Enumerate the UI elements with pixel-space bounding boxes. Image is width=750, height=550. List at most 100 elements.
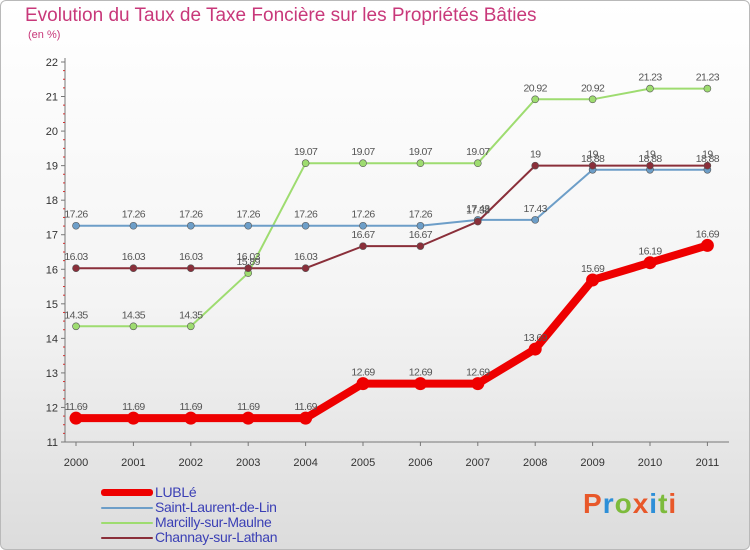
data-label: 17.38 — [466, 205, 490, 217]
y-tick-label: 15 — [46, 299, 58, 311]
x-tick-label: 2004 — [293, 457, 317, 469]
data-label: 21.23 — [696, 72, 720, 84]
x-tick-label: 2011 — [696, 457, 720, 469]
chart-title: Evolution du Taux de Taxe Foncière sur l… — [25, 5, 537, 26]
data-label: 19 — [530, 149, 541, 161]
data-point — [187, 322, 195, 331]
y-tick-label: 21 — [46, 92, 58, 104]
data-label: 11.69 — [237, 401, 260, 413]
data-point — [69, 411, 83, 425]
data-label: 14.35 — [179, 309, 203, 321]
data-label: 16.03 — [294, 251, 318, 263]
logo-letter: i — [649, 488, 659, 519]
legend-swatch — [101, 537, 153, 539]
y-tick-label: 22 — [46, 57, 58, 69]
legend-label: Marcilly-sur-Maulne — [155, 514, 272, 530]
data-label: 19 — [587, 149, 598, 161]
data-label: 19 — [645, 149, 656, 161]
x-tick-label: 2007 — [466, 457, 490, 469]
series-line-0 — [72, 241, 712, 423]
data-point — [301, 221, 310, 230]
y-tick-label: 19 — [46, 161, 58, 173]
data-label: 19.07 — [294, 146, 318, 158]
data-label: 11.69 — [122, 401, 145, 413]
y-tick-label: 20 — [46, 126, 58, 138]
data-label: 16.67 — [351, 229, 375, 241]
x-tick-label: 2008 — [523, 457, 547, 469]
data-point — [413, 377, 427, 391]
data-point — [359, 221, 367, 230]
data-point — [184, 411, 198, 425]
x-tick-label: 2002 — [179, 457, 203, 469]
data-point — [588, 95, 597, 104]
logo-letter: x — [632, 488, 650, 519]
data-point — [646, 161, 654, 170]
data-point — [187, 264, 195, 273]
data-label: 16.03 — [122, 251, 146, 263]
data-label: 18.88 — [581, 153, 605, 165]
data-label: 17.26 — [122, 209, 146, 221]
y-tick-label: 17 — [46, 230, 58, 242]
data-label: 20.92 — [524, 82, 548, 94]
data-point — [531, 161, 540, 170]
data-point — [528, 342, 542, 356]
data-label: 21.23 — [638, 72, 662, 84]
y-tick-label: 13 — [46, 368, 58, 380]
data-point — [643, 256, 657, 270]
data-label: 17.26 — [351, 209, 375, 221]
data-label: 14.35 — [64, 309, 88, 321]
data-label: 16.03 — [237, 251, 261, 263]
line-chart: 11 12 13 14 15 16 17 18 19 20 21 22 2000 2001 2002 2003… — [46, 57, 729, 469]
data-point — [588, 161, 597, 170]
data-label: 11.69 — [65, 401, 88, 413]
data-point — [244, 264, 252, 273]
y-tick-label: 11 — [47, 437, 58, 449]
data-point — [126, 411, 140, 425]
legend-label: LUBLé — [155, 484, 197, 500]
data-label: 11.69 — [294, 401, 317, 413]
x-tick-label: 2005 — [351, 457, 375, 469]
data-label: 17.43 — [524, 203, 548, 215]
y-tick-label: 18 — [46, 195, 58, 207]
data-label: 12.69 — [466, 367, 490, 379]
data-label: 17.26 — [64, 209, 88, 221]
data-point — [356, 377, 370, 391]
data-point — [187, 221, 195, 230]
data-label: 19.07 — [351, 146, 375, 158]
series-line-3 — [75, 164, 709, 270]
data-point — [129, 264, 138, 273]
data-label: 15.89 — [237, 256, 261, 268]
data-point — [72, 264, 80, 273]
data-label: 17.26 — [409, 209, 433, 221]
x-tick-label: 2003 — [236, 457, 260, 469]
data-point — [244, 221, 252, 230]
data-point — [471, 377, 485, 391]
data-label: 18.88 — [638, 153, 662, 165]
legend-swatch — [101, 522, 153, 524]
data-point — [299, 411, 313, 425]
data-point — [359, 159, 367, 168]
y-tick-label: 14 — [46, 333, 58, 345]
data-label: 15.69 — [581, 263, 605, 275]
x-tick-label: 2010 — [638, 457, 662, 469]
data-point — [72, 221, 80, 230]
data-point — [416, 242, 425, 250]
data-point — [703, 84, 712, 93]
data-point — [531, 95, 540, 104]
data-point — [416, 159, 425, 168]
data-point — [703, 161, 712, 170]
data-label: 16.67 — [409, 229, 433, 241]
data-label: 19.07 — [409, 146, 433, 158]
legend-swatch — [101, 507, 153, 509]
data-label: 12.69 — [409, 367, 433, 379]
data-label: 12.69 — [351, 367, 375, 379]
data-point — [531, 216, 540, 224]
data-label: 14.35 — [122, 309, 146, 321]
data-point — [473, 217, 482, 226]
data-point — [301, 159, 310, 168]
data-label: 16.69 — [696, 228, 720, 240]
data-point — [416, 221, 425, 230]
series-line-2 — [75, 87, 709, 328]
legend-label: Saint-Laurent-de-Lin — [155, 499, 277, 515]
